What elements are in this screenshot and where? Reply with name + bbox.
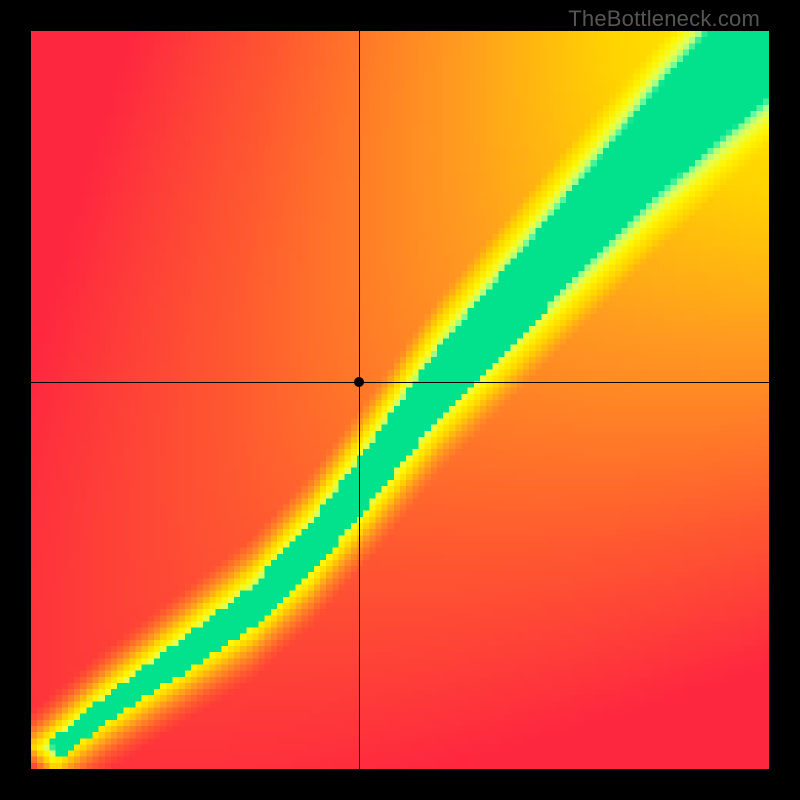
crosshair-horizontal — [31, 382, 769, 383]
heatmap-plot — [31, 31, 769, 769]
heatmap-canvas — [31, 31, 769, 769]
crosshair-vertical — [359, 31, 360, 769]
watermark-text: TheBottleneck.com — [568, 6, 760, 32]
crosshair-dot — [354, 377, 364, 387]
chart-frame: TheBottleneck.com — [0, 0, 800, 800]
